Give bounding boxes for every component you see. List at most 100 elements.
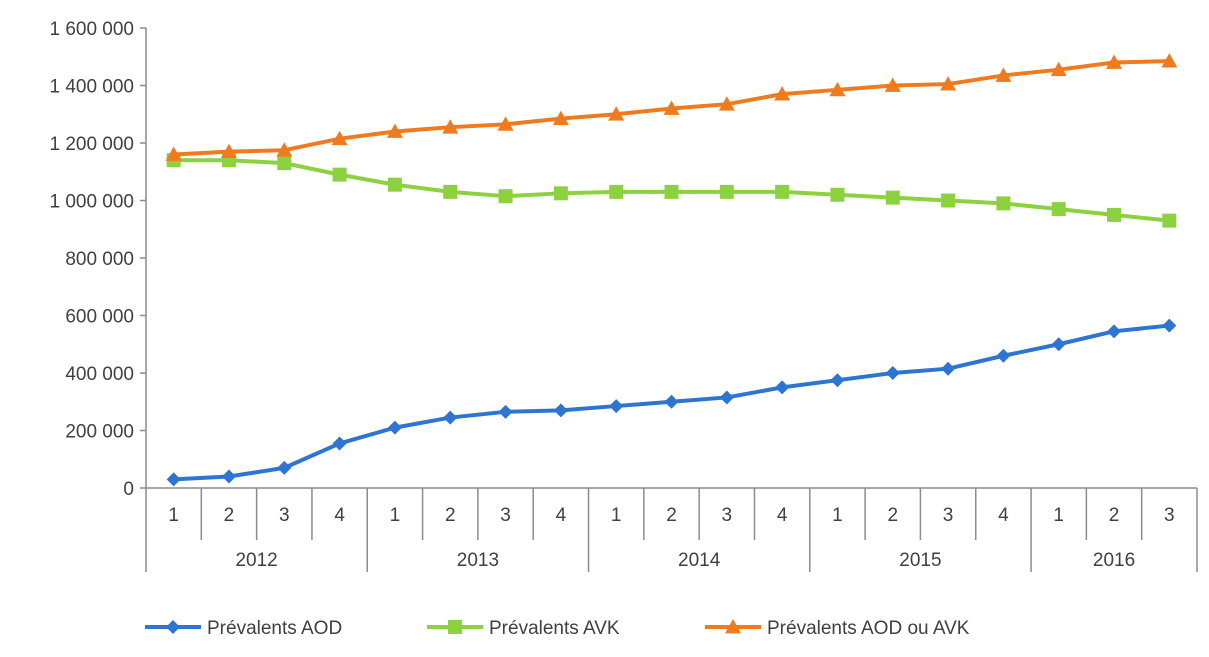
x-axis: 1 2 3 4 1 2 3 4 1 2 3 4 1 2 3 4 1 2 3 2012 2013 2014 2015 2016: [145, 487, 1198, 572]
y-tick-label: 400 000: [65, 364, 134, 385]
x-category-label: 4: [556, 505, 567, 526]
x-category-label: 4: [998, 505, 1009, 526]
y-tick-label: 1 200 000: [49, 134, 134, 155]
data-point: [552, 110, 569, 125]
y-tick-label: 0: [123, 479, 134, 500]
data-point: [276, 142, 293, 157]
data-point: [719, 390, 734, 405]
series-layer: [165, 53, 1178, 487]
legend-marker: [166, 620, 180, 634]
x-category-label: 2: [1109, 505, 1120, 526]
data-point: [719, 184, 734, 199]
x-category-label: 1: [168, 505, 179, 526]
data-point: [1162, 213, 1177, 228]
x-category-label: 2: [445, 505, 456, 526]
legend-marker: [725, 619, 741, 634]
y-tick-label: 800 000: [65, 249, 134, 270]
data-point: [941, 361, 956, 376]
data-point: [664, 184, 679, 199]
y-tick-label: 1 400 000: [49, 77, 134, 98]
data-point: [830, 187, 845, 202]
y-axis: 0 200 000 400 000 600 000 800 000 1 000 000 1 …: [49, 19, 147, 500]
x-group-label: 2015: [899, 550, 941, 571]
data-point: [1107, 324, 1122, 339]
legend: Prévalents AOD Prévalents AVK Prévalents A…: [145, 618, 970, 639]
data-point: [166, 472, 181, 487]
series-3: [165, 53, 1178, 161]
data-point: [663, 100, 680, 115]
legend-label: Prévalents AOD ou AVK: [767, 618, 970, 639]
data-point: [1161, 53, 1178, 68]
y-tick-label: 200 000: [65, 422, 134, 443]
data-point: [1051, 202, 1066, 217]
data-point: [609, 399, 624, 414]
x-category-label: 3: [500, 505, 511, 526]
data-point: [443, 410, 458, 425]
data-point: [718, 96, 735, 111]
x-category-label: 1: [832, 505, 843, 526]
data-point: [996, 348, 1011, 363]
legend-item: Prévalents AOD ou AVK: [705, 618, 970, 639]
x-category-label: 4: [777, 505, 788, 526]
data-point: [774, 86, 791, 101]
legend-label: Prévalents AVK: [489, 618, 620, 639]
x-category-label: 3: [722, 505, 733, 526]
data-point: [498, 189, 513, 204]
data-point: [830, 373, 845, 388]
data-point: [996, 196, 1011, 211]
y-tick-label: 1 600 000: [49, 19, 134, 40]
x-group-label: 2013: [457, 550, 499, 571]
data-point: [277, 460, 292, 475]
data-point: [941, 193, 956, 208]
data-point: [386, 123, 403, 138]
data-point: [1050, 61, 1067, 77]
legend-item: Prévalents AVK: [427, 618, 620, 639]
data-point: [221, 469, 236, 484]
x-category-label: 1: [1053, 505, 1064, 526]
x-group-label: 2016: [1093, 550, 1135, 571]
data-point: [608, 106, 625, 121]
data-point: [885, 190, 900, 205]
x-category-label: 2: [224, 505, 235, 526]
y-tick-label: 600 000: [65, 307, 134, 328]
data-point: [332, 167, 347, 182]
data-point: [331, 130, 348, 146]
y-tick-label: 1 000 000: [49, 192, 134, 213]
data-point: [1162, 318, 1177, 333]
data-point: [829, 81, 846, 97]
data-point: [885, 366, 900, 380]
legend-label: Prévalents AOD: [207, 618, 342, 639]
data-point: [332, 436, 347, 451]
x-category-label: 4: [334, 505, 345, 526]
series-1: [166, 318, 1177, 487]
data-point: [442, 119, 459, 134]
data-point: [884, 77, 901, 92]
data-point: [498, 404, 513, 419]
data-point: [387, 177, 402, 192]
data-point: [553, 186, 568, 201]
x-group-label: 2012: [235, 550, 277, 571]
data-point: [165, 146, 182, 161]
data-point: [775, 184, 790, 199]
legend-marker: [448, 620, 462, 634]
data-point: [443, 184, 458, 199]
series-2: [166, 153, 1177, 228]
data-point: [1106, 54, 1123, 69]
x-group-label: 2014: [678, 550, 721, 571]
data-point: [609, 184, 624, 199]
x-category-label: 3: [943, 505, 954, 526]
data-point: [277, 156, 292, 171]
data-point: [995, 67, 1012, 82]
x-category-label: 3: [1164, 505, 1175, 526]
data-point: [1051, 337, 1066, 352]
data-point: [497, 116, 514, 131]
x-category-label: 1: [611, 505, 622, 526]
data-point: [220, 143, 237, 159]
data-point: [1107, 207, 1122, 222]
x-category-label: 2: [887, 505, 898, 526]
data-point: [940, 76, 957, 91]
data-point: [775, 380, 790, 395]
data-point: [664, 394, 679, 409]
data-point: [387, 420, 402, 435]
